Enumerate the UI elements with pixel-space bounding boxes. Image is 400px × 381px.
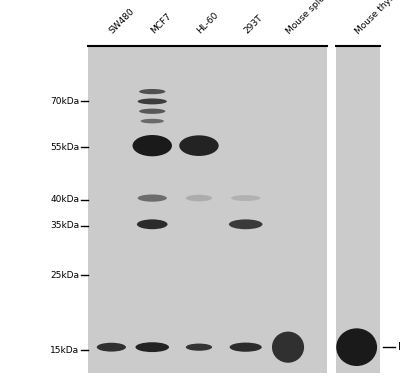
Text: Mouse spleen: Mouse spleen [284, 0, 335, 36]
Text: POLR2H: POLR2H [398, 342, 400, 352]
Ellipse shape [97, 343, 126, 352]
Ellipse shape [137, 219, 168, 229]
Ellipse shape [138, 98, 167, 104]
Text: 25kDa: 25kDa [50, 271, 79, 280]
Ellipse shape [272, 331, 304, 363]
Ellipse shape [231, 195, 260, 201]
Ellipse shape [139, 89, 165, 94]
Ellipse shape [136, 342, 169, 352]
Text: SW480: SW480 [108, 7, 137, 36]
Text: Mouse thymus: Mouse thymus [353, 0, 400, 36]
Ellipse shape [230, 343, 262, 352]
Text: MCF7: MCF7 [149, 12, 173, 36]
Ellipse shape [186, 195, 212, 201]
Ellipse shape [138, 194, 167, 202]
Text: HL-60: HL-60 [196, 11, 220, 36]
Ellipse shape [229, 219, 262, 229]
Bar [336, 46, 380, 373]
Text: 293T: 293T [242, 14, 264, 36]
Text: 35kDa: 35kDa [50, 221, 79, 231]
Ellipse shape [179, 135, 219, 156]
Text: 15kDa: 15kDa [50, 346, 79, 355]
Bar [88, 46, 328, 373]
Ellipse shape [139, 109, 165, 114]
Ellipse shape [336, 328, 377, 366]
Ellipse shape [140, 119, 164, 123]
Text: 70kDa: 70kDa [50, 97, 79, 106]
Text: 40kDa: 40kDa [50, 195, 79, 204]
Text: 55kDa: 55kDa [50, 143, 79, 152]
Ellipse shape [186, 344, 212, 351]
Ellipse shape [132, 135, 172, 156]
